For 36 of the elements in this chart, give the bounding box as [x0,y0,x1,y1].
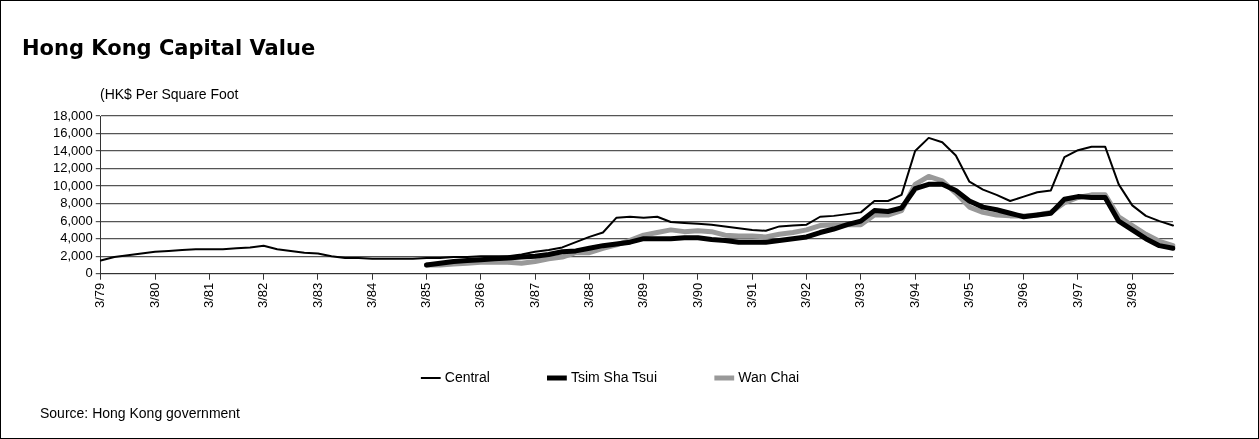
y-tick-label: 0 [85,265,93,281]
x-tick-label: 3/94 [906,282,922,309]
chart-title: Hong Kong Capital Value [22,36,316,60]
x-tick-label: 3/97 [1069,282,1085,309]
x-tick-label: 3/91 [743,282,759,309]
x-tick-label: 3/87 [526,282,542,309]
x-tick-label: 3/83 [309,282,325,309]
legend-label: Tsim Sha Tsui [570,368,658,385]
x-tick-label: 3/92 [798,282,814,309]
x-tick-label: 3/88 [580,282,596,309]
x-tick-label: 3/85 [418,282,434,309]
source-note: Source: Hong Kong government [40,405,241,421]
y-tick-label: 10,000 [53,177,93,193]
x-tick-label: 3/95 [960,282,976,309]
legend-label: Wan Chai [738,368,800,385]
x-tick-label: 3/93 [852,282,868,309]
x-tick-label: 3/96 [1015,282,1031,309]
y-tick-label: 8,000 [60,195,93,211]
y-tick-label: 14,000 [53,142,93,158]
y-tick-label: 4,000 [60,230,93,246]
x-tick-label: 3/84 [363,282,379,309]
x-tick-label: 3/82 [255,282,271,309]
x-tick-label: 3/86 [472,282,488,309]
x-tick-label: 3/79 [92,282,108,309]
y-tick-label: 12,000 [53,160,93,176]
x-tick-label: 3/90 [689,282,705,309]
y-tick-label: 6,000 [60,212,93,228]
x-tick-label: 3/80 [146,282,162,309]
x-tick-label: 3/89 [635,282,651,309]
x-tick-label: 3/81 [200,282,216,309]
y-tick-label: 2,000 [60,247,93,263]
legend-label: Central [444,368,490,385]
y-tick-label: 16,000 [53,125,93,141]
y-tick-label: 18,000 [53,107,93,123]
x-tick-label: 3/98 [1123,282,1139,309]
y-axis-title: (HK$ Per Square Foot [100,86,239,102]
